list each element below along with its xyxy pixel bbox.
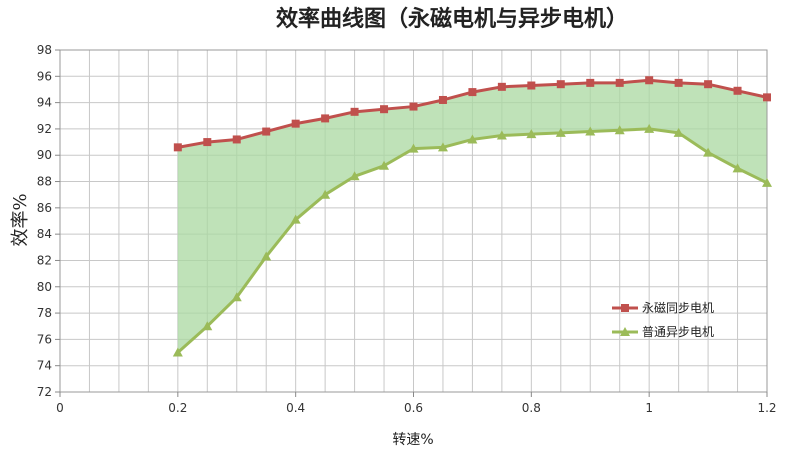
- y-tick-label: 74: [37, 359, 52, 373]
- data-point-square: [586, 78, 595, 87]
- x-tick-label: 0.8: [522, 401, 541, 415]
- data-point-triangle: [703, 147, 714, 157]
- y-axis-ticks: 72 74 76 78 80 82 84 86 88 90 92 94 96 98: [37, 43, 60, 399]
- series-2: [172, 123, 772, 357]
- data-point-triangle: [526, 129, 537, 139]
- y-tick-label: 96: [37, 69, 52, 83]
- data-point-triangle: [261, 251, 272, 261]
- data-point-square: [350, 107, 359, 116]
- data-point-triangle: [349, 171, 360, 181]
- chart-title: 效率曲线图（永磁电机与异步电机）: [276, 6, 628, 32]
- data-point-square: [468, 88, 477, 97]
- data-point-square: [704, 80, 713, 89]
- legend-marker-triangle: [620, 327, 630, 336]
- y-tick-label: 88: [37, 175, 52, 189]
- x-tick-label: 1: [645, 401, 653, 415]
- y-tick-label: 82: [37, 253, 52, 267]
- data-point-triangle: [467, 134, 478, 144]
- data-series: [172, 76, 772, 357]
- data-point-square: [262, 127, 271, 136]
- data-point-triangle: [202, 321, 213, 331]
- data-point-triangle: [496, 130, 507, 140]
- y-tick-label: 84: [37, 227, 52, 241]
- data-point-square: [556, 80, 565, 89]
- y-tick-label: 90: [37, 148, 52, 162]
- legend-label: 永磁同步电机: [642, 300, 714, 315]
- data-point-square: [173, 143, 182, 152]
- data-point-triangle: [437, 142, 448, 152]
- data-point-triangle: [408, 143, 419, 153]
- y-tick-label: 92: [37, 122, 52, 136]
- x-tick-label: 0.6: [404, 401, 423, 415]
- efficiency-gap-area: [177, 80, 768, 353]
- y-tick-label: 80: [37, 280, 52, 294]
- legend-item: 普通异步电机: [612, 325, 714, 339]
- x-axis-label: 转速%: [392, 432, 433, 448]
- legend-item: 永磁同步电机: [612, 300, 714, 315]
- data-point-square: [438, 95, 447, 104]
- data-point-square: [527, 81, 536, 90]
- data-point-square: [645, 76, 654, 85]
- x-tick-label: 0: [56, 401, 64, 415]
- data-point-triangle: [379, 160, 390, 170]
- x-tick-label: 1.2: [757, 401, 776, 415]
- data-point-square: [674, 78, 683, 87]
- data-point-triangle: [555, 127, 566, 137]
- data-point-square: [321, 114, 330, 123]
- data-point-triangle: [585, 126, 596, 136]
- y-tick-label: 98: [37, 43, 52, 57]
- data-point-triangle: [673, 127, 684, 137]
- data-point-triangle: [614, 125, 625, 135]
- x-axis-ticks: 0 0.2 0.4 0.6 0.8 1 1.2: [56, 392, 777, 415]
- y-axis-label: 效率%: [10, 193, 31, 246]
- data-point-triangle: [172, 347, 183, 357]
- y-tick-label: 76: [37, 332, 52, 346]
- y-tick-label: 86: [37, 201, 52, 215]
- data-point-square: [615, 78, 624, 87]
- data-point-triangle: [320, 189, 331, 199]
- data-point-triangle: [762, 177, 772, 187]
- data-point-triangle: [231, 292, 242, 302]
- data-point-square: [409, 102, 418, 111]
- x-tick-label: 0.2: [168, 401, 187, 415]
- data-point-square: [497, 82, 506, 91]
- legend-marker-square: [621, 304, 629, 312]
- y-tick-label: 94: [37, 96, 52, 110]
- legend-label: 普通异步电机: [642, 325, 714, 339]
- data-point-triangle: [732, 163, 743, 173]
- x-tick-label: 0.4: [286, 401, 305, 415]
- data-point-square: [232, 135, 241, 144]
- series-1: [173, 76, 771, 152]
- data-point-square: [203, 138, 212, 147]
- data-point-triangle: [290, 214, 301, 224]
- y-tick-label: 72: [37, 385, 52, 399]
- data-point-square: [291, 119, 300, 128]
- data-point-square: [733, 86, 742, 95]
- data-point-triangle: [644, 123, 655, 133]
- y-tick-label: 78: [37, 306, 52, 320]
- data-point-square: [763, 93, 771, 102]
- data-point-square: [380, 105, 389, 114]
